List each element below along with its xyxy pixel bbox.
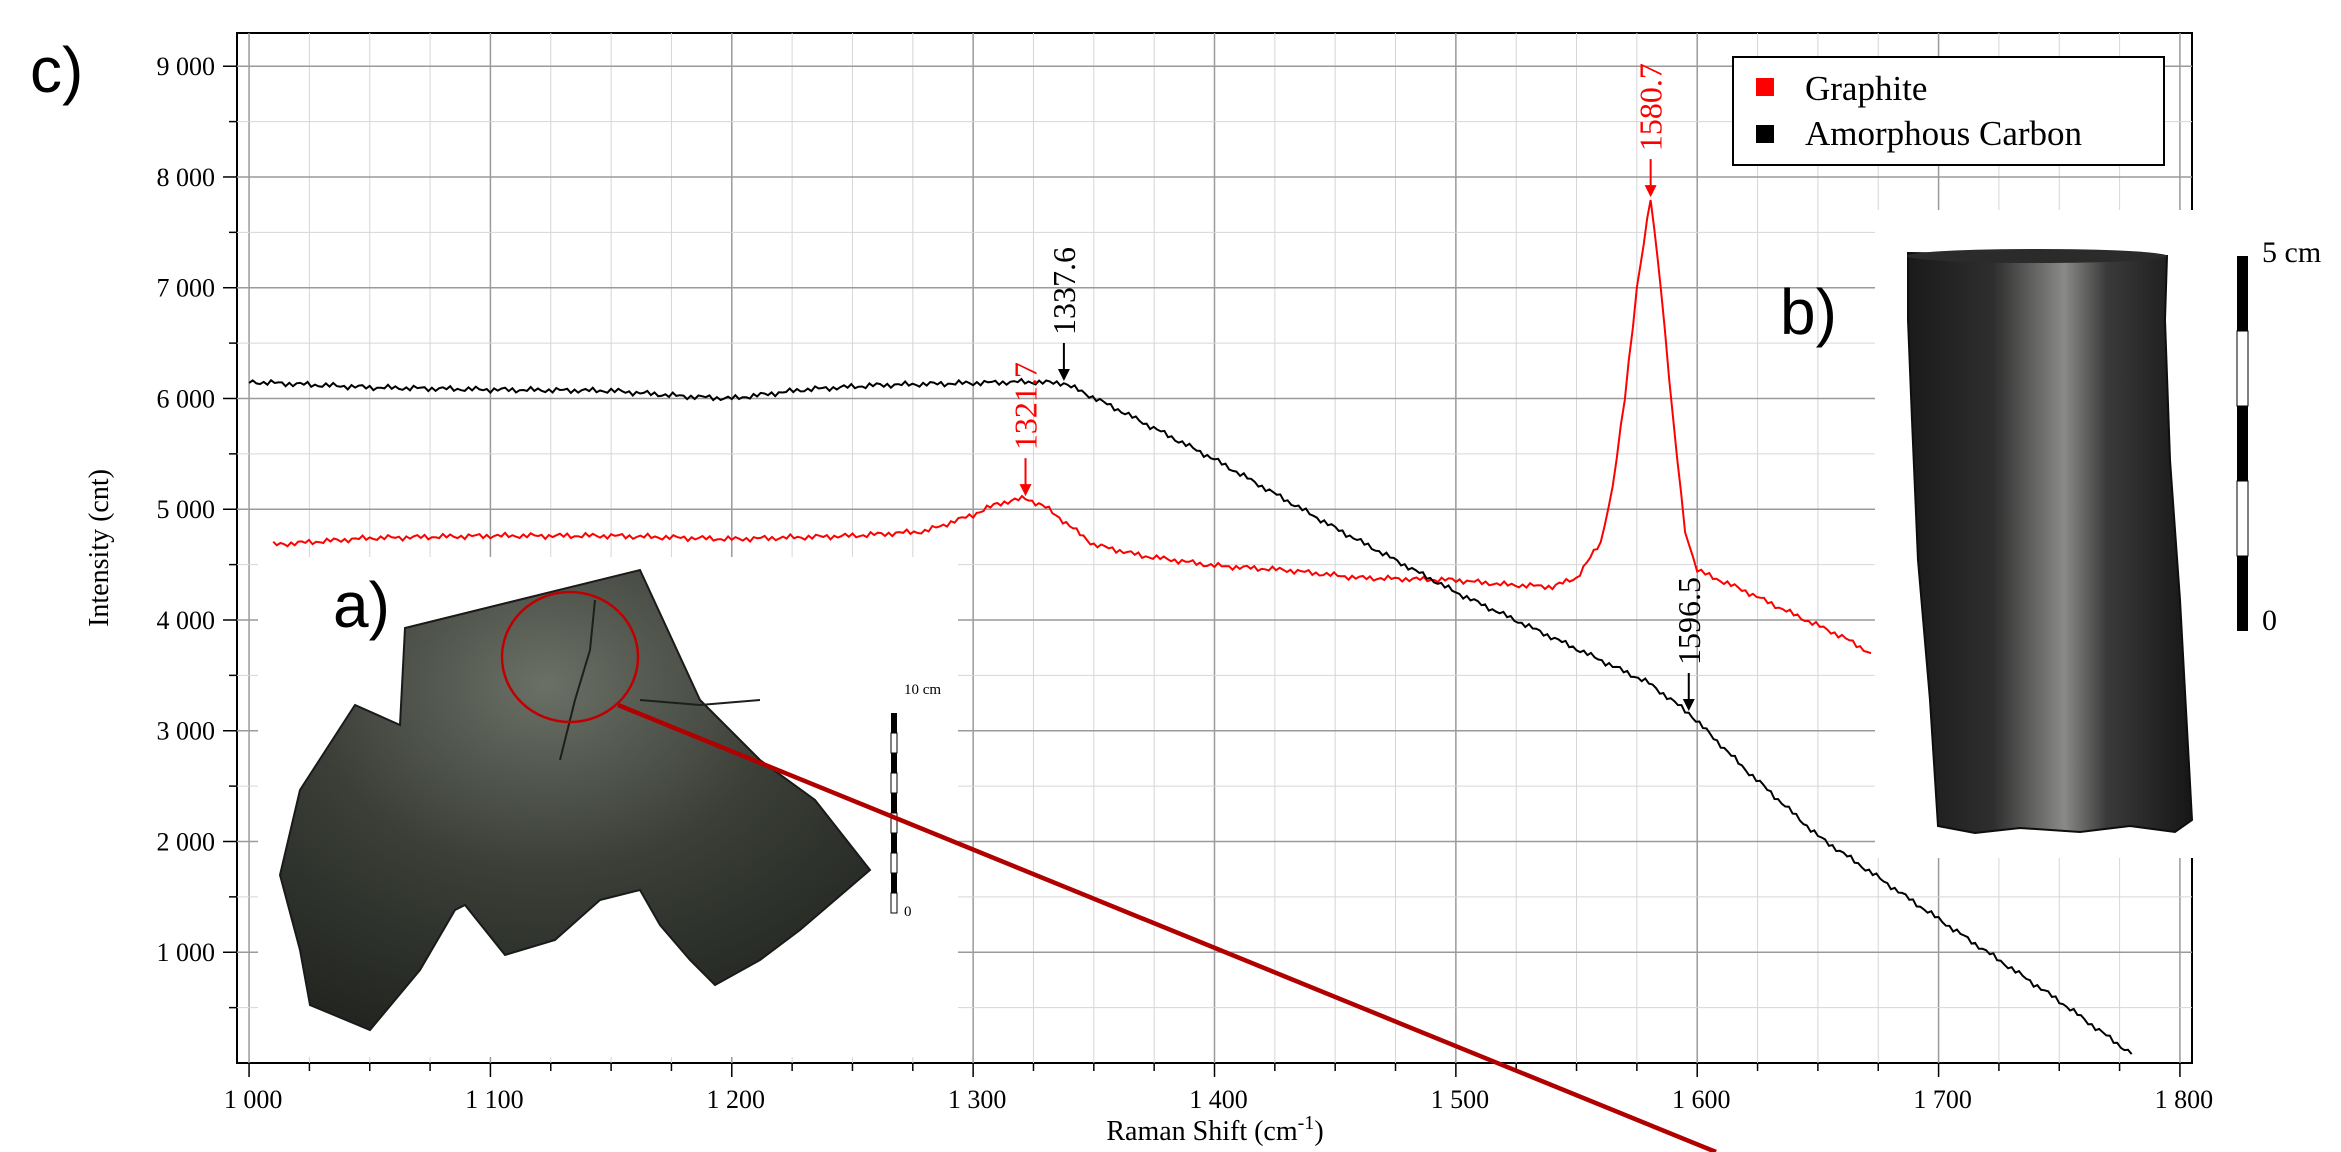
series-line-amorphous-carbon: [248, 377, 2133, 1055]
scale-bar-a-segment: [891, 713, 897, 733]
series-line-graphite: [272, 199, 1872, 655]
x-axis-title-end: ): [1314, 1116, 1323, 1147]
scale-bar-b-segment: [2236, 330, 2249, 407]
scale-bar-b-top-label: 5 cm: [2262, 236, 2321, 269]
scale-bar-a-segment: [890, 732, 898, 754]
legend: Graphite Amorphous Carbon: [1732, 56, 2165, 166]
x-tick-label: 1 300: [948, 1085, 1007, 1114]
y-tick-label: 1 000: [157, 938, 216, 967]
x-tick-label: 1 000: [224, 1085, 283, 1114]
y-tick-label: 9 000: [157, 52, 216, 81]
scale-bar-b-segment: [2237, 556, 2248, 631]
scale-bar-a: 10 cm 0: [890, 682, 941, 920]
x-tick-label: 1 800: [2155, 1085, 2214, 1114]
scale-bar-a-segment: [891, 833, 897, 853]
data-series: [248, 199, 2133, 1055]
legend-swatch-graphite: [1756, 78, 1774, 96]
y-tick-label: 6 000: [157, 384, 216, 413]
inset-b-object-photo: 5 cm 0 b): [1780, 210, 2341, 858]
y-axis-title: Intensity (cnt): [84, 469, 115, 627]
legend-box: [1732, 56, 2165, 166]
panel-label-c: c): [30, 34, 83, 106]
sample-location-circle: [500, 590, 640, 724]
peak-label: 1580.7: [1633, 63, 1669, 151]
scale-bar-b-segment: [2236, 480, 2249, 557]
y-tick-label: 2 000: [157, 827, 216, 856]
peak-label: 1321.7: [1008, 362, 1044, 450]
x-axis-title: Raman Shift (cm-1): [1106, 1112, 1323, 1147]
scale-bar-a-segment: [890, 772, 898, 794]
scale-bar-b: 5 cm 0: [2236, 236, 2321, 637]
y-tick-label: 7 000: [157, 274, 216, 303]
x-tick-label: 1 500: [1431, 1085, 1490, 1114]
inset-a-sherd-photo: 10 cm 0 a): [258, 557, 958, 1057]
scale-bar-b-segment: [2237, 256, 2248, 331]
legend-label-amorphous: Amorphous Carbon: [1805, 114, 2082, 153]
y-tick-label: 4 000: [157, 606, 216, 635]
axis-ticks: [223, 65, 2181, 1077]
peak-label: 1337.6: [1046, 247, 1082, 335]
y-tick-label: 8 000: [157, 163, 216, 192]
panel-label-b: b): [1780, 276, 1837, 348]
x-tick-label: 1 400: [1189, 1085, 1248, 1114]
peak-arrow-head: [1682, 699, 1695, 712]
peak-label: 1596.5: [1671, 577, 1707, 665]
sherd-crack: [559, 599, 596, 761]
x-axis-title-main: Raman Shift (cm: [1106, 1116, 1298, 1147]
scale-bar-a-segment: [891, 873, 897, 893]
y-tick-label: 5 000: [157, 495, 216, 524]
cylinder-top-rim: [1907, 249, 2167, 263]
x-tick-label: 1 600: [1672, 1085, 1731, 1114]
scale-bar-a-bottom-label: 0: [904, 904, 912, 920]
scale-bar-a-segment: [891, 793, 897, 813]
scale-bar-a-segment: [890, 852, 898, 874]
y-tick-label: 3 000: [157, 717, 216, 746]
scale-bar-a-top-label: 10 cm: [904, 682, 941, 698]
sherd-shape: [278, 568, 872, 1032]
panel-label-a: a): [333, 569, 390, 641]
legend-label-graphite: Graphite: [1805, 69, 1927, 108]
sherd-crack-2: [639, 699, 761, 707]
peak-arrow-head: [1644, 185, 1657, 198]
sample-pointer-line: [617, 702, 1717, 1152]
x-tick-label: 1 700: [1913, 1085, 1972, 1114]
peak-arrow-head: [1019, 484, 1032, 497]
peak-arrow-head: [1057, 368, 1070, 381]
x-tick-label: 1 200: [707, 1085, 766, 1114]
scale-bar-b-bottom-label: 0: [2262, 604, 2277, 637]
x-tick-label: 1 100: [465, 1085, 524, 1114]
scale-bar-b-segment: [2237, 406, 2248, 481]
scale-bar-a-segment: [891, 753, 897, 773]
axis-tick-labels: 1 000 1 100 1 200 1 300 1 400 1 500 1 600 1 700…: [157, 52, 2214, 1114]
cylinder-object: [1907, 251, 2194, 835]
legend-swatch-amorphous: [1756, 125, 1774, 143]
scale-bar-a-segment: [890, 892, 898, 914]
x-axis-title-sup: -1: [1298, 1112, 1315, 1134]
